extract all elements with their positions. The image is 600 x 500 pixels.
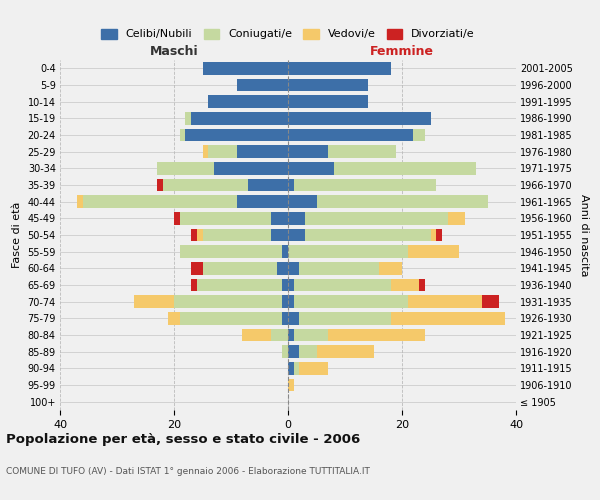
Bar — [288, 346, 299, 358]
Bar — [436, 229, 442, 241]
Bar — [288, 112, 431, 124]
Bar — [283, 246, 288, 258]
Bar — [299, 312, 391, 324]
Bar — [83, 196, 236, 208]
Bar — [328, 329, 425, 341]
Bar — [288, 312, 299, 324]
Bar — [174, 296, 283, 308]
Bar — [77, 196, 83, 208]
Bar — [288, 362, 294, 374]
Bar — [288, 162, 334, 174]
Bar — [288, 212, 305, 224]
Bar — [317, 346, 373, 358]
Text: COMUNE DI TUFO (AV) - Dati ISTAT 1° gennaio 2006 - Elaborazione TUTTITALIA.IT: COMUNE DI TUFO (AV) - Dati ISTAT 1° genn… — [6, 468, 370, 476]
Bar — [180, 212, 271, 224]
Bar — [299, 346, 317, 358]
Bar — [288, 96, 368, 108]
Bar — [157, 179, 163, 192]
Bar — [288, 279, 294, 291]
Bar — [180, 246, 283, 258]
Bar — [408, 296, 482, 308]
Bar — [482, 296, 499, 308]
Bar — [288, 329, 294, 341]
Bar — [242, 329, 271, 341]
Bar — [248, 179, 288, 192]
Bar — [163, 179, 248, 192]
Bar — [288, 62, 391, 74]
Bar — [283, 312, 288, 324]
Bar — [299, 262, 379, 274]
Bar — [294, 279, 391, 291]
Bar — [197, 279, 283, 291]
Bar — [288, 79, 368, 92]
Legend: Celibi/Nubili, Coniugati/e, Vedovi/e, Divorziati/e: Celibi/Nubili, Coniugati/e, Vedovi/e, Di… — [98, 26, 478, 43]
Bar — [328, 146, 396, 158]
Bar — [391, 312, 505, 324]
Bar — [271, 212, 288, 224]
Bar — [288, 129, 413, 141]
Bar — [391, 279, 419, 291]
Text: Femmine: Femmine — [370, 46, 434, 59]
Bar — [236, 146, 288, 158]
Bar — [408, 246, 459, 258]
Bar — [271, 329, 288, 341]
Bar — [208, 96, 288, 108]
Bar — [448, 212, 465, 224]
Bar — [168, 312, 180, 324]
Bar — [419, 279, 425, 291]
Bar — [288, 296, 294, 308]
Y-axis label: Anni di nascita: Anni di nascita — [578, 194, 589, 276]
Bar — [283, 346, 288, 358]
Bar — [283, 279, 288, 291]
Bar — [288, 246, 408, 258]
Bar — [203, 146, 208, 158]
Bar — [214, 162, 288, 174]
Bar — [288, 379, 294, 391]
Text: Popolazione per età, sesso e stato civile - 2006: Popolazione per età, sesso e stato civil… — [6, 432, 360, 446]
Bar — [413, 129, 425, 141]
Bar — [305, 229, 431, 241]
Bar — [288, 229, 305, 241]
Bar — [134, 296, 174, 308]
Y-axis label: Fasce di età: Fasce di età — [12, 202, 22, 268]
Bar — [191, 229, 197, 241]
Bar — [202, 229, 271, 241]
Bar — [208, 146, 236, 158]
Bar — [288, 179, 294, 192]
Bar — [305, 212, 448, 224]
Bar — [236, 79, 288, 92]
Bar — [180, 312, 283, 324]
Bar — [299, 362, 328, 374]
Bar — [294, 296, 408, 308]
Bar — [283, 296, 288, 308]
Bar — [431, 229, 436, 241]
Bar — [197, 229, 203, 241]
Bar — [294, 329, 328, 341]
Bar — [288, 262, 299, 274]
Bar — [180, 129, 185, 141]
Bar — [294, 179, 436, 192]
Bar — [379, 262, 402, 274]
Bar — [191, 279, 197, 291]
Bar — [203, 62, 288, 74]
Bar — [277, 262, 288, 274]
Bar — [185, 112, 191, 124]
Bar — [157, 162, 214, 174]
Text: Maschi: Maschi — [149, 46, 199, 59]
Bar — [288, 146, 328, 158]
Bar — [174, 212, 180, 224]
Bar — [203, 262, 277, 274]
Bar — [236, 196, 288, 208]
Bar — [191, 262, 203, 274]
Bar — [288, 196, 317, 208]
Bar — [294, 362, 299, 374]
Bar — [185, 129, 288, 141]
Bar — [271, 229, 288, 241]
Bar — [334, 162, 476, 174]
Bar — [317, 196, 487, 208]
Bar — [191, 112, 288, 124]
